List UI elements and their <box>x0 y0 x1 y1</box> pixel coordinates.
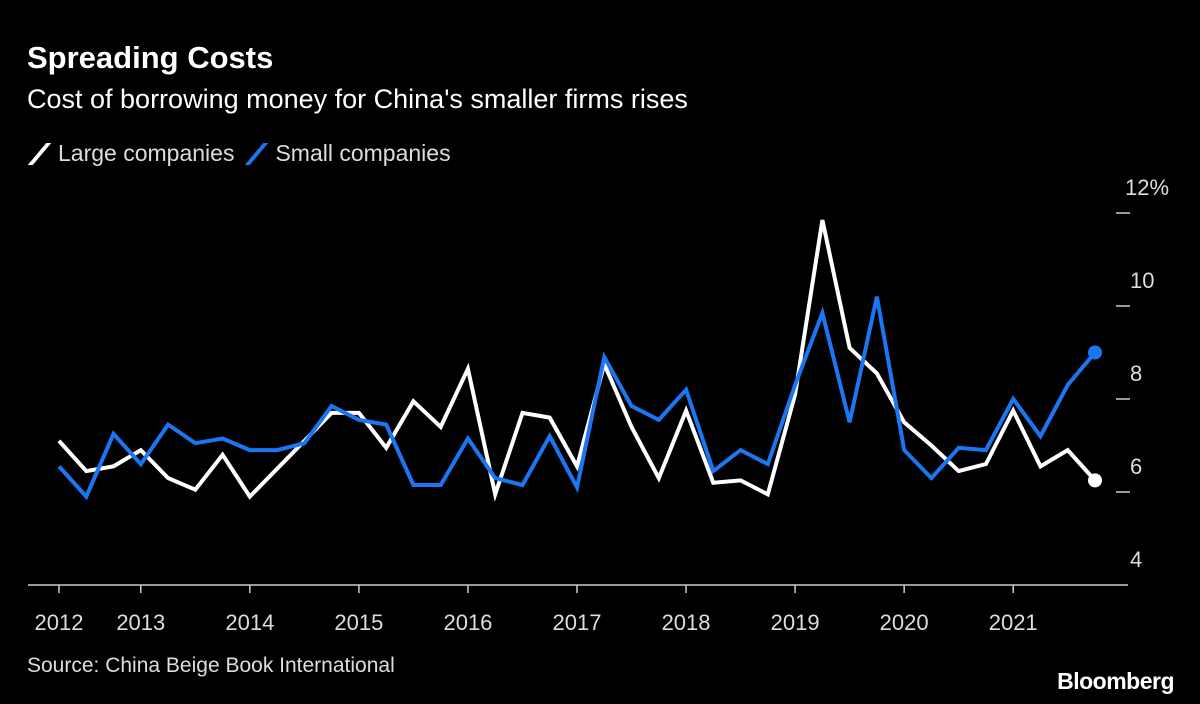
y-tick-label: 6 <box>1130 454 1142 479</box>
data-point <box>1088 473 1102 488</box>
chart-title: Spreading Costs <box>27 40 274 75</box>
x-tick-label: 2016 <box>443 610 492 635</box>
legend: Large companies Small companies <box>27 140 461 167</box>
x-tick-label: 2018 <box>662 610 711 635</box>
x-tick-label: 2015 <box>334 610 383 635</box>
x-tick-label: 2012 <box>35 610 84 635</box>
source-note: Source: China Beige Book International <box>27 654 395 677</box>
legend-item-small: Small companies <box>244 140 451 167</box>
x-tick-label: 2017 <box>553 610 602 635</box>
chart-subtitle: Cost of borrowing money for China's smal… <box>27 84 688 114</box>
y-tick-label: 8 <box>1130 361 1142 386</box>
data-point <box>1088 345 1102 360</box>
legend-label-small: Small companies <box>275 140 451 166</box>
x-tick-label: 2021 <box>989 610 1038 635</box>
legend-label-large: Large companies <box>58 140 235 166</box>
y-tick-label: 4 <box>1130 547 1142 572</box>
x-tick-label: 2014 <box>225 610 274 635</box>
x-tick-label: 2019 <box>771 610 820 635</box>
legend-item-large: Large companies <box>27 140 234 167</box>
y-tick-label: 12% <box>1125 175 1169 200</box>
x-tick-label: 2020 <box>880 610 929 635</box>
series-line-small <box>57 296 1097 501</box>
series-line-large <box>57 219 1097 502</box>
x-tick-label: 2013 <box>116 610 165 635</box>
bloomberg-logo: Bloomberg <box>1057 668 1174 694</box>
y-tick-label: 10 <box>1130 268 1154 293</box>
